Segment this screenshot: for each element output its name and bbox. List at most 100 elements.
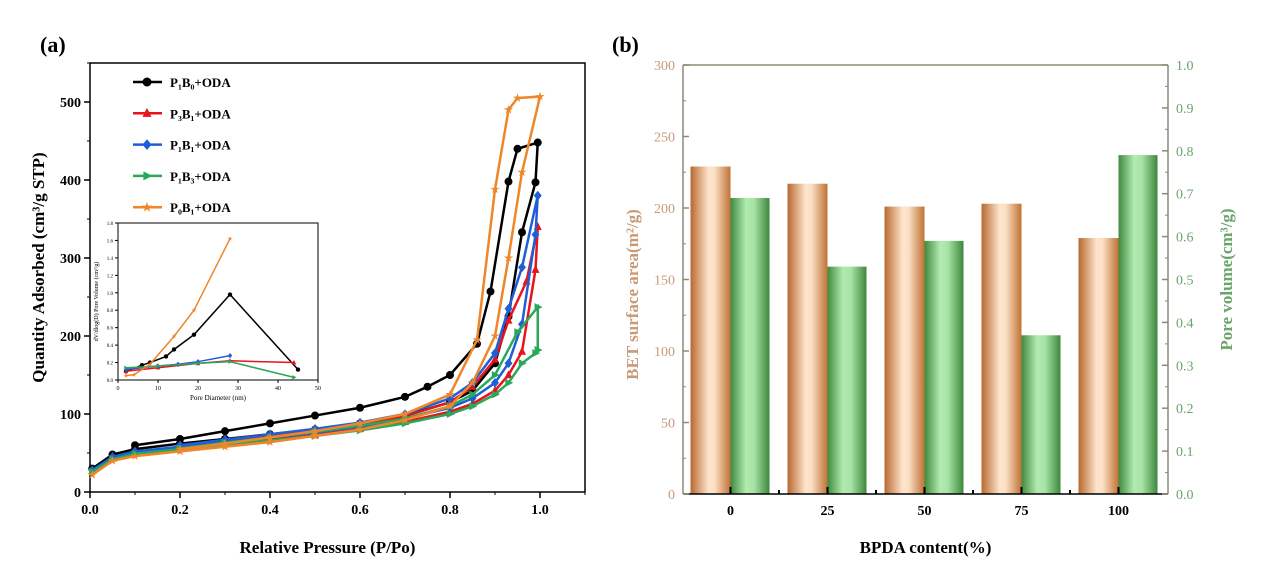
marker-triangle-up: [504, 370, 513, 379]
marker-diamond: [491, 378, 499, 388]
y2-tick-label: 0.9: [1176, 102, 1194, 117]
y2-tick-label: 0.4: [1176, 316, 1194, 331]
marker-circle: [446, 371, 454, 379]
y-tick-label: 200: [60, 330, 81, 345]
marker-diamond: [504, 358, 513, 369]
x-tick-label: 0.8: [441, 503, 459, 518]
y-tick-label: 300: [60, 252, 81, 267]
marker-star: [141, 201, 153, 212]
marker-triangle-right: [143, 171, 153, 181]
bar-pore-volume: [1021, 335, 1061, 494]
x-tick-label: 100: [1108, 504, 1129, 519]
marker-circle: [163, 354, 169, 359]
marker-star: [310, 431, 320, 440]
legend-label: P₁B₃+ODA: [170, 169, 231, 184]
y-tick-label: 400: [60, 174, 81, 189]
bar-bet-surface-area: [690, 166, 731, 494]
marker-circle: [295, 367, 301, 372]
inset-y-axis-title: dV/dlog(D) Pore Volume (cm³/g): [93, 262, 100, 342]
marker-star: [265, 437, 275, 446]
panel-a-isotherm-chart: (a)0.0 0.2 0.4 0.6 0.8 1.00100200300400500Rel…: [29, 32, 586, 557]
inset-y-tick-label: 1.2: [107, 274, 114, 279]
marker-circle: [311, 411, 319, 420]
inset-x-tick-label: 50: [315, 386, 321, 392]
y-tick-label: 500: [60, 96, 81, 111]
inset-y-tick-label: 0.0: [107, 379, 114, 384]
y-axis-title: Quantity Adsorbed (cm³/g STP): [29, 152, 48, 382]
marker-star: [87, 470, 97, 479]
marker-star: [355, 424, 365, 434]
x-tick-label: 1.0: [531, 503, 549, 518]
inset-y-tick-label: 0.4: [107, 344, 114, 349]
legend-item: P₃B₁+ODA: [133, 106, 231, 121]
panel-b-bar-chart: (b) 0 25 50 75 100 0 50 100 150 200 250 300 0.0 0.1 0.2…: [612, 32, 1236, 557]
inset-series-line: [125, 238, 231, 377]
bar-pore-volume: [924, 240, 964, 494]
marker-circle: [531, 178, 540, 187]
marker-circle: [504, 177, 513, 186]
legend-item: P₁B₀+ODA: [133, 75, 231, 90]
y-tick-label: 100: [60, 408, 81, 423]
marker-triangle-up: [142, 107, 152, 117]
marker-diamond: [504, 303, 513, 314]
marker-triangle-up: [491, 354, 499, 363]
marker-circle: [513, 144, 522, 153]
marker-star: [512, 93, 523, 102]
marker-star: [175, 446, 185, 456]
inset-pore-size-chart: 0 10 20 30 40 50 0.0 0.2 0.4 0.6 0.8 1.0 1.2 1.4 1.6 1.…: [93, 222, 321, 402]
marker-star: [400, 409, 410, 418]
y-tick-label: 100: [654, 345, 675, 360]
marker-circle: [142, 77, 152, 87]
marker-triangle-right: [196, 361, 201, 366]
marker-star: [490, 184, 500, 194]
legend-label: P₀B₁+ODA: [170, 200, 231, 215]
inset-x-tick-label: 30: [235, 386, 241, 392]
y-tick-label: 150: [654, 274, 675, 289]
y2-tick-label: 0.3: [1176, 359, 1194, 374]
marker-triangle-right: [534, 346, 543, 355]
legend-label: P₁B₀+ODA: [170, 75, 231, 90]
legend-item: P₁B₃+ODA: [133, 169, 231, 184]
marker-star: [191, 307, 197, 313]
marker-diamond: [227, 352, 233, 359]
panel-label-b: (b): [612, 32, 639, 57]
marker-star: [130, 451, 140, 460]
marker-star: [535, 91, 545, 101]
marker-star: [355, 418, 365, 428]
marker-diamond: [518, 262, 526, 273]
marker-triangle-right: [534, 303, 543, 312]
marker-triangle-up: [531, 264, 540, 273]
y2-tick-label: 0.0: [1176, 488, 1194, 503]
marker-star: [472, 335, 482, 344]
legend-label: P₁B₁+ODA: [170, 138, 231, 153]
y2-tick-label: 0.2: [1176, 402, 1194, 417]
marker-triangle-right: [469, 390, 478, 399]
marker-star: [503, 105, 514, 114]
marker-star: [227, 236, 233, 241]
y2-axis-title: Pore volume(cm³/g): [1217, 208, 1236, 350]
inset-y-tick-label: 0.6: [107, 327, 114, 332]
marker-triangle-right: [514, 328, 523, 337]
marker-triangle-up: [518, 346, 526, 355]
y2-tick-label: 0.5: [1176, 274, 1194, 289]
x-tick-label: 0.6: [351, 503, 369, 518]
x-tick-label: 50: [918, 504, 932, 519]
y-tick-label: 300: [654, 59, 675, 74]
plot-frame: [89, 62, 586, 493]
y2-tick-label: 0.8: [1176, 145, 1194, 160]
y-tick-label: 0: [668, 488, 675, 503]
marker-circle: [176, 434, 184, 443]
marker-star: [220, 442, 230, 451]
marker-diamond: [142, 139, 152, 150]
y-axis-title: BET surface area(m²/g): [623, 209, 642, 380]
marker-triangle-right: [491, 390, 500, 399]
marker-circle: [356, 403, 364, 412]
marker-star: [490, 331, 500, 340]
marker-star: [517, 167, 527, 177]
marker-circle: [518, 228, 526, 237]
marker-triangle-right: [124, 365, 129, 370]
marker-star: [131, 372, 137, 377]
inset-x-tick-label: 20: [195, 386, 201, 392]
y2-tick-label: 0.1: [1176, 445, 1194, 460]
